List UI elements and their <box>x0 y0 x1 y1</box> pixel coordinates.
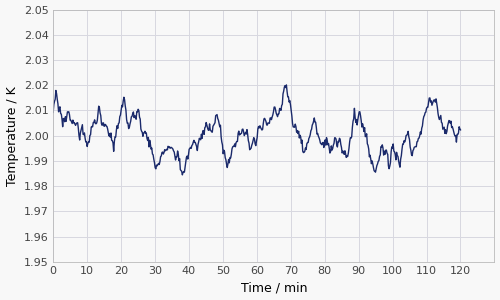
Y-axis label: Temperature / K: Temperature / K <box>6 86 18 185</box>
X-axis label: Time / min: Time / min <box>240 281 307 294</box>
